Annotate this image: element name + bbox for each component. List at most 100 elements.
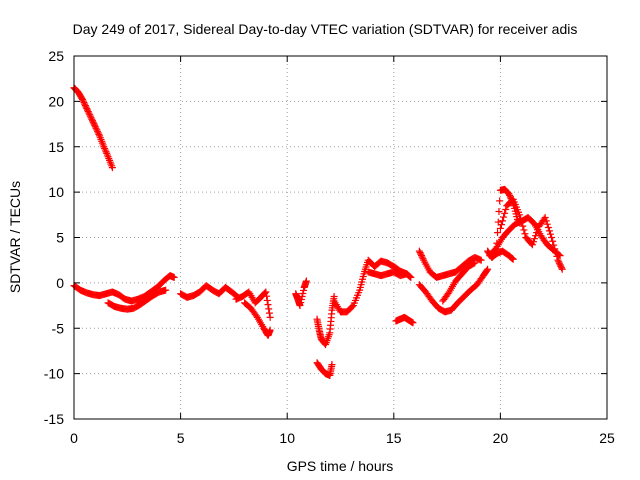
y-tick-label: 10 (48, 184, 64, 200)
data-point (102, 148, 110, 156)
data-point (548, 234, 556, 241)
series-arc-12 (392, 313, 417, 327)
data-point (506, 191, 514, 199)
data-point (543, 220, 551, 228)
data-point (297, 296, 305, 304)
data-point (403, 270, 411, 278)
data-point (91, 123, 99, 131)
data-point (263, 296, 271, 304)
series-arc-13 (415, 247, 485, 281)
data-points (70, 84, 566, 379)
data-point (407, 273, 415, 281)
data-point (501, 209, 509, 217)
x-tick-label: 15 (386, 430, 402, 446)
series-arc-9 (313, 359, 336, 379)
data-point (263, 292, 271, 300)
y-axis-label: SDTVAR / TECUs (7, 181, 23, 293)
data-point (265, 309, 273, 317)
data-point (550, 241, 558, 249)
data-point (79, 97, 87, 105)
data-point (101, 146, 109, 154)
x-tick-label: 0 (70, 430, 78, 446)
data-point (553, 252, 561, 260)
series-arc-5 (232, 288, 274, 321)
data-point (551, 245, 559, 253)
data-point (499, 217, 507, 225)
data-point (547, 230, 555, 238)
series-arc-14 (415, 265, 492, 316)
data-point (497, 221, 505, 229)
data-point (406, 273, 414, 281)
data-point (519, 222, 527, 230)
data-point (103, 149, 111, 157)
data-point (508, 255, 516, 263)
data-point (500, 213, 508, 221)
data-point (80, 99, 88, 107)
data-point (533, 229, 541, 237)
data-point (555, 259, 563, 267)
data-point (518, 218, 526, 226)
y-tick-label: 0 (56, 275, 64, 291)
data-point (91, 121, 99, 129)
y-tick-label: -10 (44, 366, 64, 382)
axis-ticks (73, 55, 608, 420)
series-arc-8 (313, 292, 338, 349)
data-point (532, 232, 540, 240)
data-point (348, 303, 356, 311)
grid (74, 56, 607, 419)
data-point (79, 96, 87, 104)
data-point (298, 292, 306, 300)
data-point (300, 286, 308, 294)
data-point (89, 118, 97, 126)
data-point (477, 256, 485, 264)
series-arc-19 (492, 247, 517, 263)
x-axis-label: GPS time / hours (287, 458, 394, 474)
data-point (90, 120, 98, 128)
x-tick-label: 25 (599, 430, 615, 446)
data-point (93, 127, 101, 135)
data-point (262, 288, 270, 296)
x-tick-label: 20 (493, 430, 509, 446)
data-point (418, 253, 426, 261)
data-point (556, 261, 564, 269)
data-point (86, 111, 94, 119)
data-point (86, 112, 94, 120)
series-arc-6 (241, 299, 274, 340)
data-point (100, 143, 108, 151)
data-point (264, 301, 272, 309)
data-point (409, 319, 417, 327)
data-point (418, 252, 426, 260)
data-point (516, 211, 524, 219)
data-point (470, 260, 478, 268)
data-point (108, 164, 116, 172)
series-arc-7 (292, 277, 310, 310)
data-point (554, 256, 562, 264)
data-point (88, 117, 96, 125)
data-point (82, 103, 90, 111)
data-point (528, 241, 536, 249)
data-point (517, 215, 525, 223)
y-tick-label: 15 (48, 139, 64, 155)
y-tick-label: 5 (56, 230, 64, 246)
series-arc-11 (364, 268, 411, 280)
data-point (505, 190, 513, 198)
data-point (542, 217, 550, 225)
series-arc-3 (104, 286, 170, 313)
data-point (471, 259, 479, 267)
data-point (552, 249, 560, 257)
series-arc-18 (496, 195, 566, 273)
data-point (101, 144, 109, 152)
data-point (299, 289, 307, 297)
data-point (95, 130, 103, 138)
data-point (495, 207, 503, 215)
data-point (265, 305, 273, 313)
data-point (83, 105, 91, 113)
data-point (494, 229, 502, 237)
data-point (496, 197, 504, 205)
data-point (483, 266, 491, 274)
data-point (81, 102, 89, 110)
data-point (557, 262, 565, 270)
data-point (328, 361, 336, 369)
data-point (496, 224, 504, 232)
chart-title: Day 249 of 2017, Sidereal Day-to-day VTE… (73, 21, 578, 37)
